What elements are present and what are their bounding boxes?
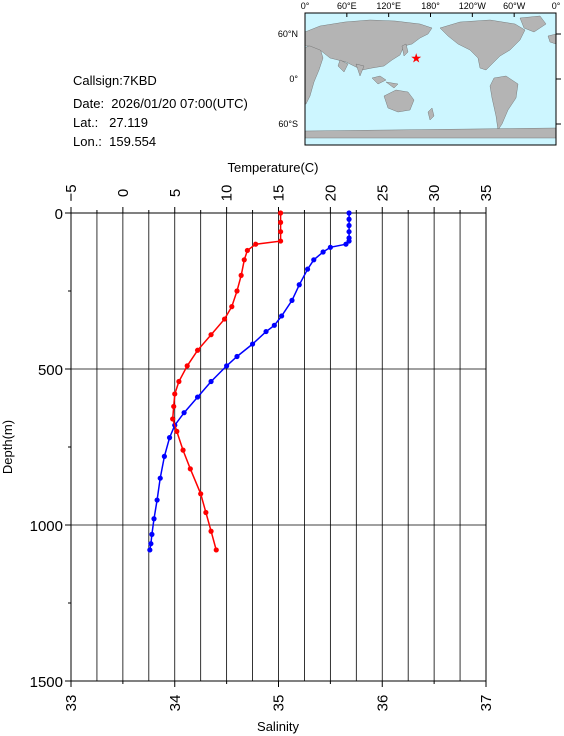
temperature-tick-label: 0 (115, 189, 132, 197)
salinity-data-point (253, 241, 259, 247)
salinity-data-point (194, 347, 201, 353)
salinity-data-point (277, 219, 284, 225)
temperature-data-point (304, 266, 311, 272)
salinity-data-point (176, 378, 182, 385)
temperature-data-point (346, 222, 352, 229)
salinity-data-point (184, 363, 190, 369)
depth-tick-label: 0 (55, 206, 63, 223)
temperature-data-point (208, 378, 214, 385)
salinity-tick-label: 35 (271, 695, 288, 712)
map-lon-label: 120°E (376, 1, 401, 11)
salinity-data-point (198, 491, 204, 497)
map-lon-label: 60°W (503, 1, 526, 11)
salinity-data-point (170, 416, 176, 422)
latitude-text: Lat.: 27.119 (73, 115, 148, 130)
temperature-tick-label: 10 (219, 185, 236, 202)
temperature-data-point (296, 282, 302, 288)
temperature-data-point (157, 475, 163, 481)
map-lon-label: 180° (421, 1, 440, 11)
map-lon-label: 0° (552, 1, 561, 11)
temperature-tick-label: 15 (271, 185, 288, 202)
salinity-tick-label: 33 (63, 695, 80, 712)
temperature-data-point (161, 453, 167, 459)
salinity-data-point (180, 447, 186, 453)
profile-chart: −5 0 5 10 15 20 25 30 35 33 34 35 36 37 050010001500… (0, 160, 495, 734)
map-lon-label: 60°E (337, 1, 357, 11)
temperature-data-point (346, 229, 352, 235)
temperature-data-point (249, 341, 256, 347)
temperature-data-point (166, 435, 173, 441)
salinity-tick-label: 37 (478, 695, 495, 712)
salinity-data-point (208, 332, 214, 338)
temperature-data-point (343, 241, 349, 247)
map-lon-label: 120°W (459, 1, 487, 11)
temperature-tick-label: 30 (426, 185, 443, 202)
temperature-data-point (149, 531, 155, 537)
temperature-data-point (279, 313, 285, 319)
longitude-text: Lon.: 159.554 (73, 134, 157, 149)
temperature-data-point (320, 249, 326, 255)
salinity-data-point (244, 247, 250, 254)
temperature-tick-label: 5 (167, 189, 184, 197)
temperature-data-point (289, 297, 295, 303)
salinity-data-point (208, 528, 214, 534)
temperature-data-point (263, 328, 269, 335)
salinity-data-point (277, 210, 284, 216)
temperature-data-point (181, 410, 187, 416)
temperature-data-point (311, 257, 317, 263)
map-lat-label: 0° (289, 74, 298, 84)
callsign-text: Callsign:7KBD (73, 73, 157, 88)
temperature-data-point (224, 363, 230, 369)
temperature-data-point (271, 322, 277, 328)
salinity-data-point (187, 466, 193, 472)
salinity-data-point (213, 547, 219, 553)
map-inset: ★ 0° 60°E 120°E 180° 120°W 60°W 0° 60°N 0° 60°S (278, 1, 561, 146)
salinity-data-point (234, 288, 240, 294)
temperature-tick-label: 35 (478, 185, 495, 202)
temperature-tick-label: −5 (63, 184, 80, 201)
temperature-data-point (194, 394, 201, 400)
salinity-data-point (229, 304, 235, 310)
depth-tick-label: 500 (38, 362, 63, 379)
temperature-data-point (346, 216, 352, 222)
salinity-tick-label: 36 (374, 695, 391, 712)
temperature-data-point (148, 541, 154, 547)
temperature-data-point (147, 547, 153, 553)
salinity-tick-label: 34 (167, 695, 184, 712)
salinity-data-point (277, 238, 284, 244)
station-marker-icon: ★ (410, 51, 422, 66)
map-lat-label: 60°S (278, 119, 298, 129)
salinity-data-point (203, 509, 209, 516)
salinity-data-point (238, 272, 244, 278)
salinity-data-point (174, 428, 180, 434)
depth-tick-label: 1000 (30, 518, 63, 535)
land-masses (304, 15, 557, 139)
temperature-data-point (151, 516, 157, 522)
salinity-data-point (171, 403, 177, 410)
date-text: Date: 2026/01/20 07:00(UTC) (73, 96, 248, 111)
salinity-data-point (172, 391, 178, 397)
temperature-data-point (154, 497, 160, 503)
map-lat-label: 60°N (278, 29, 298, 39)
temperature-data-point (346, 210, 352, 216)
salinity-axis-label: Salinity (257, 719, 299, 734)
map-lon-label: 0° (301, 1, 310, 11)
temperature-data-point (234, 353, 240, 360)
depth-tick-label: 1500 (30, 674, 63, 691)
temperature-data-point (327, 244, 333, 250)
salinity-data-point (241, 257, 247, 263)
temperature-axis-label: Temperature(C) (227, 160, 318, 175)
salinity-data-point (221, 316, 228, 322)
salinity-data-point (277, 229, 284, 235)
temperature-tick-label: 25 (374, 185, 391, 202)
temperature-tick-label: 20 (322, 185, 339, 202)
depth-axis-label: Depth(m) (0, 420, 15, 474)
